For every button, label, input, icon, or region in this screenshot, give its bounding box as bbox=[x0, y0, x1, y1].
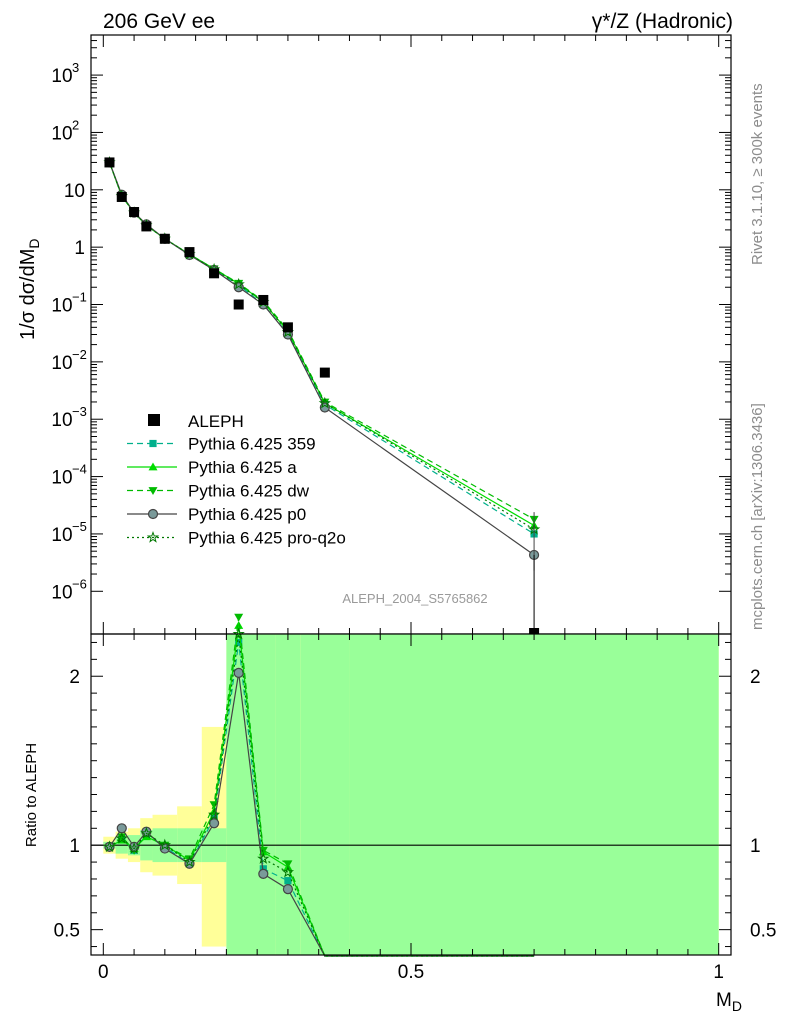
data-point bbox=[129, 207, 140, 218]
y-tick-label: 10 bbox=[51, 123, 72, 144]
ratio-y-tick-label-right: 0.5 bbox=[750, 921, 776, 942]
ratio-y-tick-label: 1 bbox=[69, 836, 80, 857]
ratio-point-0 bbox=[284, 877, 292, 885]
data-point bbox=[319, 367, 330, 378]
y-tick-label: 10 bbox=[51, 353, 72, 374]
ratio-point-4 bbox=[158, 838, 171, 851]
ratio-point-4 bbox=[128, 842, 141, 854]
ratio-point-4 bbox=[257, 852, 270, 864]
ratio-band-inner bbox=[300, 634, 350, 955]
legend-marker-0 bbox=[149, 439, 157, 448]
ratio-point-2 bbox=[209, 801, 219, 810]
ratio-band-inner bbox=[349, 634, 719, 955]
data-point bbox=[116, 191, 127, 202]
mcplots-label: mcplots.cern.ch [arXiv:1306.3436] bbox=[749, 403, 766, 630]
legend-marker-3 bbox=[147, 508, 159, 520]
ratio-point-3 bbox=[116, 823, 127, 834]
ratio-point-4 bbox=[281, 865, 295, 878]
legend-label-2: Pythia 6.425 dw bbox=[188, 482, 310, 501]
data-point bbox=[159, 233, 170, 244]
main-y-axis-label: 1/σ dσ/dMD bbox=[17, 238, 42, 340]
x-axis-label: MD bbox=[716, 990, 742, 1014]
y-tick-exponent: −4 bbox=[72, 462, 87, 477]
ratio-point-4 bbox=[103, 840, 116, 853]
series-line-3 bbox=[108, 162, 535, 556]
y-tick-label: 10 bbox=[51, 468, 72, 489]
ratio-y-tick-label-right: 2 bbox=[750, 667, 761, 688]
data-point bbox=[104, 157, 115, 168]
series-4-point bbox=[232, 277, 245, 290]
ratio-point-4 bbox=[115, 832, 128, 844]
ratio-line-0 bbox=[109, 642, 535, 957]
legend-marker-1 bbox=[148, 462, 158, 471]
legend-label-data: ALEPH bbox=[188, 412, 244, 431]
y-tick-exponent: 3 bbox=[72, 60, 79, 75]
y-tick-exponent: −2 bbox=[72, 347, 87, 362]
ratio-point-3 bbox=[233, 667, 244, 678]
ratio-point-3 bbox=[208, 818, 220, 829]
data-point bbox=[209, 268, 220, 279]
legend-label-3: Pythia 6.425 p0 bbox=[188, 505, 306, 524]
ratio-point-3 bbox=[258, 868, 269, 880]
series-line-4 bbox=[108, 162, 535, 530]
ratio-plot-panel: 0.5 0.5 1 1 2 2 0 0.5 1 bbox=[54, 613, 776, 983]
ratio-point-3 bbox=[282, 884, 294, 895]
main-plot-panel: ALEPH_2004_S5765862 10−610−510−410−310−2… bbox=[51, 34, 732, 638]
ratio-band-inner bbox=[275, 634, 301, 955]
data-point bbox=[258, 294, 269, 305]
y-tick-exponent: −1 bbox=[72, 290, 87, 305]
series-line-1 bbox=[108, 162, 535, 527]
y-tick-label: 10 bbox=[51, 525, 72, 546]
ratio-band-inner bbox=[226, 634, 251, 955]
y-tick-label: 1 bbox=[74, 238, 85, 259]
ratio-point-4 bbox=[232, 627, 245, 640]
ratio-y-axis-label: Ratio to ALEPH bbox=[23, 743, 40, 847]
data-point bbox=[141, 221, 152, 232]
y-tick-exponent: −3 bbox=[72, 404, 87, 419]
series-line-0 bbox=[108, 162, 535, 535]
ratio-y-tick-label: 2 bbox=[69, 667, 80, 688]
ratio-point-4 bbox=[140, 826, 153, 839]
series-line-2 bbox=[108, 162, 535, 520]
data-point bbox=[282, 322, 293, 333]
y-tick-label: 10 bbox=[51, 410, 72, 431]
header-right-label: γ*/Z (Hadronic) bbox=[592, 10, 733, 33]
rivet-version-label: Rivet 3.1.10, ≥ 300k events bbox=[749, 83, 766, 265]
ratio-point-4 bbox=[183, 855, 196, 868]
ratio-point-2 bbox=[258, 846, 268, 855]
y-tick-exponent: −6 bbox=[72, 576, 87, 591]
legend-marker-data bbox=[148, 414, 160, 426]
legend-label-4: Pythia 6.425 pro-q2o bbox=[188, 529, 346, 548]
x-tick-label: 0 bbox=[98, 962, 109, 983]
legend-marker-2 bbox=[148, 487, 158, 495]
ratio-point-2 bbox=[234, 613, 244, 622]
x-tick-label: 0.5 bbox=[398, 962, 424, 983]
main-plot-frame bbox=[90, 34, 732, 635]
ratio-point-0 bbox=[235, 638, 243, 647]
data-point bbox=[233, 299, 244, 310]
legend-label-1: Pythia 6.425 a bbox=[188, 458, 297, 477]
ratio-point-1 bbox=[234, 621, 244, 629]
y-tick-label: 10 bbox=[51, 296, 72, 317]
legend: ALEPH Pythia 6.425 359 Pythia 6.425 a Pythi… bbox=[127, 412, 346, 548]
y-tick-exponent: −5 bbox=[72, 519, 87, 534]
ratio-point-2 bbox=[117, 833, 127, 842]
legend-marker-4 bbox=[146, 530, 160, 543]
y-tick-exponent: 2 bbox=[72, 117, 79, 132]
series-4-point bbox=[318, 396, 331, 409]
y-tick-label: 10 bbox=[64, 181, 85, 202]
y-tick-label: 10 bbox=[51, 582, 72, 603]
ratio-y-tick-label-right: 1 bbox=[750, 836, 761, 857]
header-left-label: 206 GeV ee bbox=[103, 10, 215, 33]
ratio-y-tick-label: 0.5 bbox=[54, 921, 80, 942]
analysis-id-watermark: ALEPH_2004_S5765862 bbox=[342, 591, 487, 606]
ratio-point-2 bbox=[283, 860, 293, 869]
x-tick-label: 1 bbox=[713, 962, 724, 983]
main-y-axis-label-text: 1/σ dσ/dMD bbox=[17, 238, 42, 340]
data-point bbox=[184, 247, 195, 258]
y-tick-label: 10 bbox=[51, 66, 72, 87]
ratio-point-4 bbox=[208, 808, 221, 821]
legend-label-0: Pythia 6.425 359 bbox=[188, 435, 316, 454]
